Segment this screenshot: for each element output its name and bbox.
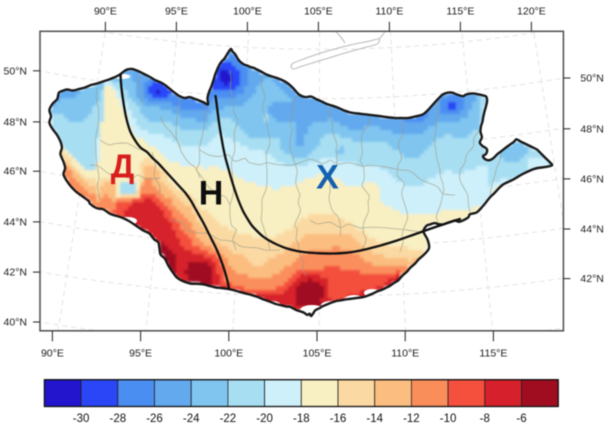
svg-text:44°N: 44°N: [4, 216, 27, 228]
svg-text:95°E: 95°E: [129, 348, 152, 360]
svg-text:90°E: 90°E: [94, 6, 117, 18]
svg-text:40°N: 40°N: [4, 317, 27, 329]
svg-text:Н: Н: [199, 175, 224, 213]
svg-text:-8: -8: [480, 413, 490, 425]
svg-text:44°N: 44°N: [580, 224, 603, 236]
svg-text:-28: -28: [109, 413, 126, 425]
svg-text:90°E: 90°E: [41, 348, 64, 360]
svg-text:100°E: 100°E: [214, 348, 243, 360]
svg-text:-6: -6: [516, 413, 526, 425]
svg-text:42°N: 42°N: [4, 267, 27, 279]
svg-text:105°E: 105°E: [303, 348, 332, 360]
svg-text:-14: -14: [366, 413, 383, 425]
svg-text:-16: -16: [330, 413, 347, 425]
svg-text:48°N: 48°N: [580, 123, 603, 135]
svg-text:-22: -22: [220, 413, 237, 425]
svg-text:Х: Х: [316, 158, 339, 196]
svg-text:-20: -20: [256, 413, 273, 425]
svg-text:115°E: 115°E: [479, 348, 507, 360]
svg-text:105°E: 105°E: [304, 6, 333, 18]
svg-text:-12: -12: [403, 413, 420, 425]
svg-text:115°E: 115°E: [446, 6, 474, 18]
svg-text:-30: -30: [73, 413, 90, 425]
svg-text:46°N: 46°N: [580, 173, 603, 185]
svg-text:42°N: 42°N: [580, 273, 603, 285]
svg-text:50°N: 50°N: [4, 65, 27, 77]
svg-text:95°E: 95°E: [165, 6, 188, 18]
svg-text:-26: -26: [146, 413, 163, 425]
svg-text:46°N: 46°N: [4, 166, 27, 178]
svg-text:100°E: 100°E: [233, 6, 262, 18]
svg-text:48°N: 48°N: [4, 116, 27, 128]
svg-text:120°E: 120°E: [517, 6, 546, 18]
svg-text:50°N: 50°N: [580, 73, 603, 85]
svg-text:110°E: 110°E: [375, 6, 403, 18]
svg-text:-24: -24: [183, 413, 200, 425]
svg-text:Д: Д: [111, 148, 135, 185]
svg-text:-10: -10: [440, 413, 457, 425]
svg-text:110°E: 110°E: [391, 348, 419, 360]
svg-text:-18: -18: [293, 413, 310, 425]
